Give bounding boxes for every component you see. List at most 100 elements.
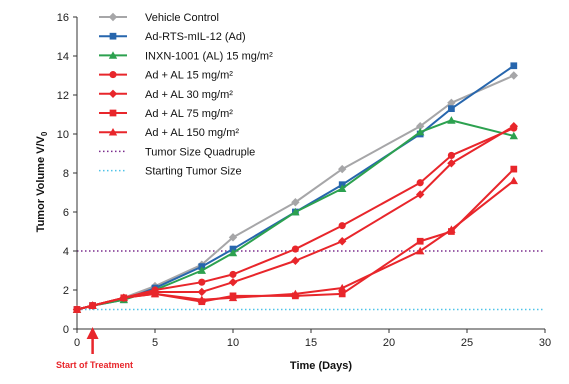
legend-entry: Ad + AL 30 mg/m²	[99, 89, 233, 101]
legend-entry: Tumor Size Quadruple	[99, 146, 255, 158]
data-point	[416, 179, 424, 187]
legend-swatch-marker	[109, 109, 117, 117]
y-tick-label: 2	[63, 285, 69, 297]
y-axis-title-subscript: 0	[40, 131, 49, 136]
data-point	[416, 122, 425, 131]
data-point	[228, 248, 238, 257]
y-tick-label: 0	[63, 324, 69, 336]
data-point	[72, 305, 82, 313]
legend-entry: INXN-1001 (AL) 15 mg/m²	[99, 50, 273, 62]
series-line	[76, 125, 515, 311]
data-point	[291, 198, 300, 207]
legend-entry: Ad + AL 75 mg/m²	[99, 108, 233, 120]
data-point	[416, 190, 425, 199]
data-point	[228, 278, 238, 287]
data-point	[150, 289, 160, 298]
series-4	[73, 124, 518, 314]
data-point	[509, 71, 518, 80]
reference-lines	[77, 250, 545, 311]
legend-label: Starting Tumor Size	[145, 166, 242, 178]
x-tick-label: 10	[227, 337, 239, 349]
legend-label: Ad + AL 15 mg/m²	[145, 70, 233, 82]
data-point	[119, 293, 128, 302]
y-tick-label: 8	[63, 168, 69, 180]
treatment-annotation-label: Start of Treatment	[56, 360, 133, 370]
data-point	[447, 225, 456, 233]
data-point	[197, 266, 206, 274]
series-5	[72, 122, 518, 314]
legend-label: Ad + AL 30 mg/m²	[145, 89, 233, 101]
data-point	[228, 293, 238, 302]
data-point	[338, 184, 347, 192]
legend-entry: Vehicle Control	[99, 12, 219, 24]
y-tick-label: 14	[57, 51, 69, 63]
data-point	[447, 151, 455, 160]
data-point	[509, 131, 518, 140]
legend-label: Ad + AL 150 mg/m²	[145, 127, 239, 139]
data-point	[416, 237, 424, 245]
legend-swatch-marker	[108, 12, 118, 22]
data-point	[291, 207, 300, 216]
data-point	[509, 122, 518, 131]
x-tick-label: 20	[383, 337, 395, 349]
data-point	[509, 176, 518, 185]
legend-swatch-marker	[108, 89, 118, 98]
data-point	[447, 116, 456, 124]
data-point	[447, 159, 456, 168]
data-point	[338, 283, 347, 292]
legend-swatch-marker	[108, 51, 118, 59]
data-point	[338, 290, 346, 298]
data-point	[510, 62, 518, 70]
data-point	[338, 164, 347, 174]
data-point	[510, 165, 518, 173]
series-line	[76, 168, 515, 311]
x-axis-title: Time (Days)	[290, 360, 352, 372]
legend-entry: Starting Tumor Size	[99, 166, 242, 178]
x-tick-label: 0	[74, 337, 80, 349]
data-point	[88, 301, 97, 309]
legend-entry: Ad-RTS-mIL-12 (Ad)	[99, 31, 246, 43]
data-point	[447, 98, 456, 107]
data-point	[291, 256, 300, 265]
series-3	[72, 116, 518, 313]
x-tick-label: 15	[305, 337, 317, 349]
axes: 0 2 4 6 8 10 12 14 16 0 5 10 15 20 25 30	[57, 12, 551, 349]
legend-swatch-marker	[109, 71, 117, 79]
treatment-arrow-head	[86, 327, 99, 339]
data-point	[338, 237, 347, 246]
data-point	[416, 246, 425, 255]
data-point	[228, 233, 238, 242]
legend-label: INXN-1001 (AL) 15 mg/m²	[145, 50, 273, 62]
treatment-annotation: Start of Treatment	[56, 327, 133, 370]
data-point	[197, 295, 206, 304]
legend-entry: Ad + AL 150 mg/m²	[99, 127, 239, 139]
y-tick-label: 16	[57, 12, 69, 24]
x-tick-label: 30	[539, 337, 551, 349]
data-point	[291, 289, 300, 298]
y-tick-label: 4	[63, 246, 69, 258]
data-point	[229, 270, 237, 278]
data-point	[291, 245, 299, 253]
y-tick-label: 10	[57, 129, 69, 141]
series-layer	[72, 62, 518, 314]
x-tick-label: 25	[461, 337, 473, 349]
y-tick-label: 6	[63, 207, 69, 219]
series-7	[72, 176, 518, 313]
data-point	[197, 287, 206, 297]
x-tick-label: 5	[152, 337, 158, 349]
data-point	[338, 222, 346, 230]
legend-label: Ad-RTS-mIL-12 (Ad)	[145, 31, 246, 43]
data-point	[198, 278, 206, 286]
legend-label: Tumor Size Quadruple	[145, 146, 255, 158]
legend-swatch-marker	[109, 32, 117, 40]
legend-swatch-marker	[108, 128, 118, 136]
y-tick-label: 12	[57, 90, 69, 102]
data-point	[448, 105, 455, 113]
y-axis-title: Tumor Volume V/V0	[35, 131, 49, 232]
legend-label: Ad + AL 75 mg/m²	[145, 108, 233, 120]
legend-label: Vehicle Control	[145, 12, 219, 24]
legend: Vehicle Control Ad-RTS-mIL-12 (Ad) INXN-10…	[99, 12, 273, 178]
data-point	[416, 127, 425, 136]
